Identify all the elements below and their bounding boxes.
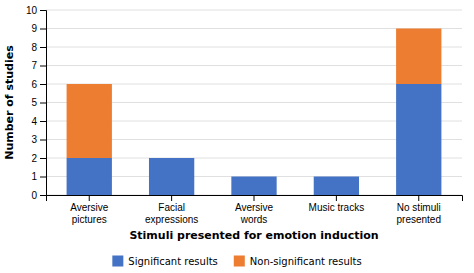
y-tick-mark <box>40 10 46 11</box>
y-tick-label: 4 <box>31 116 37 127</box>
y-tick: 6 <box>31 79 46 90</box>
bar-segment <box>396 84 441 195</box>
bar-segment <box>149 158 194 159</box>
y-tick-mark <box>40 195 46 196</box>
y-tick-mark <box>40 177 46 178</box>
x-tick-label: Aversivepictures <box>70 202 109 225</box>
y-tick-mark <box>40 47 46 48</box>
bars <box>67 29 442 196</box>
x-tick: Aversivewords <box>235 195 274 225</box>
y-tick: 7 <box>31 60 46 71</box>
x-tick-mark <box>171 195 172 201</box>
y-tick: 3 <box>31 134 46 145</box>
y-tick-mark <box>40 158 46 159</box>
y-tick: 2 <box>31 153 46 164</box>
x-tick-mark <box>418 195 419 201</box>
y-tick-label: 0 <box>31 190 37 201</box>
y-tick-label: 8 <box>31 42 37 53</box>
y-tick-label: 10 <box>26 5 38 16</box>
x-tick-mark <box>254 195 255 201</box>
legend: Significant results Non-significant resul… <box>112 256 361 267</box>
y-tick: 5 <box>31 97 46 108</box>
y-tick-label: 5 <box>31 97 37 108</box>
y-tick-label: 3 <box>31 134 37 145</box>
y-tick: 8 <box>31 42 46 53</box>
y-tick-mark <box>40 29 46 30</box>
bar-segment <box>314 176 359 177</box>
y-tick-label: 9 <box>31 23 37 34</box>
y-tick-mark <box>40 140 46 141</box>
y-axis: 0 1 2 3 4 5 6 7 8 9 10 <box>26 5 47 201</box>
y-tick-mark <box>40 103 46 104</box>
legend-swatch <box>112 256 123 267</box>
y-tick: 4 <box>31 116 46 127</box>
y-tick-mark <box>40 66 46 67</box>
bar-segment <box>231 177 276 196</box>
bar-segment <box>67 158 112 195</box>
y-tick-label: 1 <box>31 171 37 182</box>
bar-segment <box>149 158 194 195</box>
x-tick-label: No stimulipresented <box>397 202 441 225</box>
y-tick-label: 7 <box>31 60 37 71</box>
x-tick: Aversivepictures <box>70 195 109 225</box>
x-axis-title: Stimuli presented for emotion induction <box>129 229 378 242</box>
bar-segment <box>396 29 441 85</box>
x-axis-line <box>47 196 463 202</box>
bar-segment <box>67 84 112 158</box>
legend-swatch <box>234 256 245 267</box>
bar-segment <box>314 177 359 196</box>
y-tick-mark <box>40 121 46 122</box>
y-axis-title: Number of studies <box>3 45 16 160</box>
x-tick-label: Facialexpressions <box>145 202 198 225</box>
legend-item: Non-significant results <box>234 256 362 267</box>
x-tick: No stimulipresented <box>397 195 441 225</box>
y-tick-mark <box>40 84 46 85</box>
legend-label: Significant results <box>128 256 217 267</box>
plot: 0 1 2 3 4 5 6 7 8 9 10 Aversivepictures Facialexpres… <box>26 5 463 225</box>
chart: 0 1 2 3 4 5 6 7 8 9 10 Aversivepictures Facialexpres… <box>0 0 474 273</box>
x-tick-mark <box>89 195 90 201</box>
y-tick: 10 <box>26 5 46 16</box>
y-axis-line <box>40 11 47 196</box>
x-tick: Music tracks <box>309 195 365 213</box>
y-tick-label: 6 <box>31 79 37 90</box>
y-tick-label: 2 <box>31 153 37 164</box>
x-tick-label: Music tracks <box>309 202 365 213</box>
legend-label: Non-significant results <box>250 256 362 267</box>
grid <box>46 10 462 195</box>
y-tick: 9 <box>31 23 46 34</box>
y-tick: 0 <box>31 190 46 201</box>
y-tick: 1 <box>31 171 46 182</box>
x-tick-label: Aversivewords <box>235 202 274 225</box>
x-axis: Aversivepictures Facialexpressions Aversiv… <box>47 195 463 225</box>
bar-segment <box>231 176 276 177</box>
x-tick: Facialexpressions <box>145 195 198 225</box>
x-tick-mark <box>336 195 337 201</box>
grid-line <box>46 10 462 11</box>
legend-item: Significant results <box>112 256 217 267</box>
